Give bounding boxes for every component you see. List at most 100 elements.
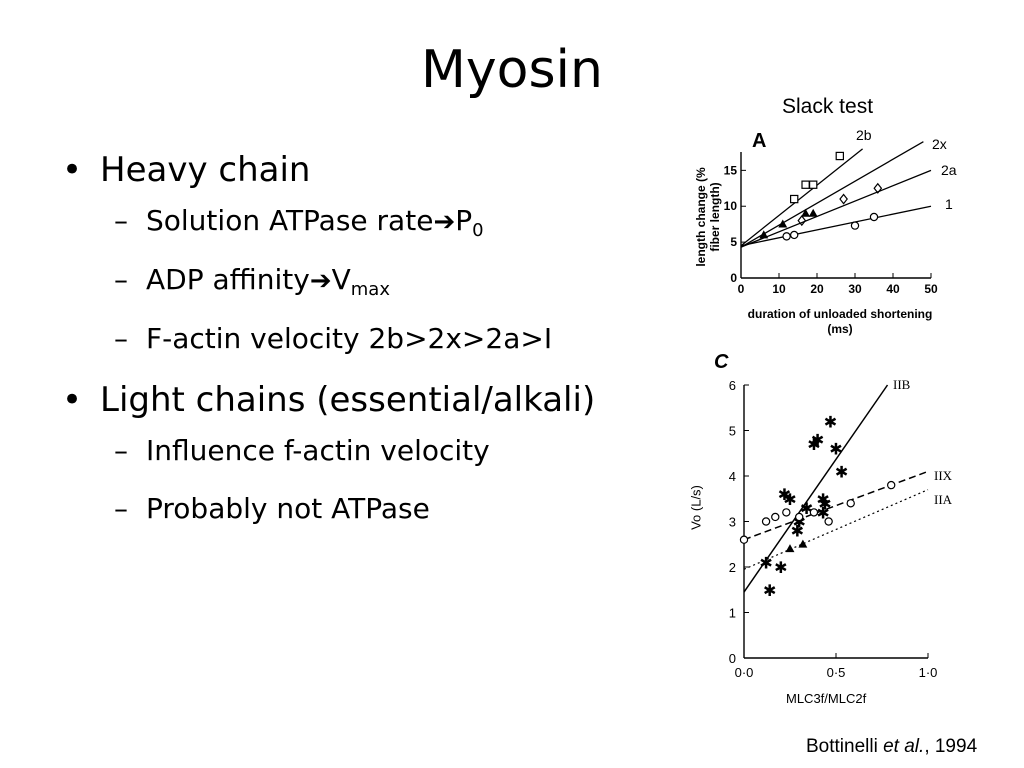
- y-tick-label: 10: [724, 199, 738, 213]
- series-label-2b: 2b: [856, 127, 872, 143]
- vo-mlc-chart: C IIB IIX IIA MLC3f/MLC2f Vo (L/s) 0·0 0·…: [676, 345, 976, 710]
- dash-icon: –: [114, 434, 128, 467]
- series-line-2b: [740, 148, 864, 247]
- data-point-1: [850, 221, 860, 230]
- chart-title: Slack test: [782, 95, 874, 118]
- sub-bullet-text: F-actin velocity 2b>2x>2a>I: [146, 322, 553, 355]
- bullet-light-chains: • Light chains (essential/alkali): [62, 378, 662, 422]
- data-point-iib: ✱: [774, 558, 787, 577]
- y-tick-label: 5: [730, 235, 737, 249]
- y-tick-label: 5: [729, 424, 736, 439]
- bullet-text: Heavy chain: [100, 150, 311, 190]
- sub-bullet-symbol: V: [331, 263, 351, 296]
- data-point-1: [789, 230, 799, 240]
- data-point-2b: [789, 194, 799, 204]
- data-point-1: [869, 212, 879, 222]
- data-point-iib: ✱: [816, 490, 829, 509]
- panel-label: C: [714, 351, 729, 373]
- sub-bullet-symbol: P: [455, 204, 473, 237]
- series-line-iia: [743, 489, 929, 570]
- data-point-iix: [761, 517, 771, 526]
- data-point-iib: ✱: [807, 435, 820, 454]
- slack-test-chart: Slack test A 2b 2x 2a 1 duration of unlo…: [676, 90, 966, 345]
- data-point-iia: [798, 539, 808, 548]
- y-tick-label: 3: [729, 515, 736, 530]
- x-tick-label: 1·0: [919, 665, 938, 680]
- x-tick-label: 0·0: [735, 665, 754, 680]
- citation-year: , 1994: [924, 736, 978, 757]
- series-label-iib: IIB: [893, 377, 911, 392]
- series-label-iia: IIA: [934, 492, 953, 507]
- citation-author: Bottinelli: [806, 736, 884, 757]
- dash-icon: –: [114, 492, 128, 525]
- dash-icon: –: [114, 204, 128, 237]
- data-point-2a: [808, 208, 818, 217]
- x-axis-label: MLC3f/MLC2f: [786, 691, 867, 706]
- sub-bullet-text: Influence f-actin velocity: [146, 434, 490, 467]
- x-tick-label: 20: [810, 282, 824, 296]
- data-point-iib: ✱: [778, 485, 791, 504]
- panel-label: A: [752, 130, 767, 152]
- slack-test-plot: 0 10 20 30 40 50 0 5 10 15: [724, 141, 938, 296]
- sub-bullet-text: ADP affinity: [146, 263, 310, 296]
- data-point-2a: [801, 208, 811, 217]
- sub-bullet-atpase: – Solution ATPase rate➔P0: [62, 202, 662, 241]
- sub-bullet-text: Probably not ATPase: [146, 492, 430, 525]
- x-tick-label: 50: [924, 282, 938, 296]
- data-point-iix: [809, 508, 819, 517]
- series-line-2x: [740, 141, 924, 248]
- x-tick-label: 0: [738, 282, 745, 296]
- dash-icon: –: [114, 322, 128, 355]
- data-point-iix: [824, 517, 833, 526]
- x-tick-label: 0·5: [827, 665, 846, 680]
- data-point-iib: ✱: [816, 503, 829, 522]
- data-point-2b: [801, 180, 810, 189]
- series-label-2a: 2a: [941, 162, 957, 178]
- series-line-1: [740, 205, 932, 247]
- data-point-iib: ✱: [824, 412, 837, 431]
- x-tick-label: 40: [886, 282, 900, 296]
- y-tick-label: 1: [729, 606, 736, 621]
- data-point-2a: [778, 219, 788, 228]
- slide-title: Myosin: [421, 40, 603, 100]
- y-tick-label: 2: [729, 560, 736, 575]
- data-point-iib: ✱: [759, 553, 772, 572]
- dash-icon: –: [114, 263, 128, 296]
- data-point-iib: ✱: [811, 431, 824, 450]
- data-point-2a: [759, 230, 769, 239]
- data-point-iib: ✱: [763, 581, 776, 600]
- citation-etal: et al.: [883, 736, 925, 757]
- bullet-heavy-chain: • Heavy chain: [62, 148, 662, 192]
- data-point-iix: [739, 535, 749, 544]
- data-point-iib: ✱: [829, 440, 842, 459]
- bullet-text: Light chains (essential/alkali): [100, 380, 596, 420]
- data-point-1: [782, 232, 791, 241]
- right-arrow-icon: ➔: [309, 266, 332, 296]
- sub-bullet-not-atpase: – Probably not ATPase: [62, 490, 662, 528]
- y-tick-label: 0: [730, 271, 737, 285]
- subscript: 0: [472, 220, 484, 241]
- data-point-2b: [809, 180, 818, 189]
- x-tick-label: 10: [772, 282, 786, 296]
- y-tick-label: 0: [729, 651, 736, 666]
- series-line-iib: [743, 384, 889, 593]
- data-point-iia: [785, 544, 795, 553]
- data-point-2x: [839, 193, 848, 205]
- bullet-dot-icon: •: [62, 150, 83, 190]
- sub-bullet-velocity: – F-actin velocity 2b>2x>2a>I: [62, 320, 662, 358]
- series-label-1: 1: [945, 196, 953, 212]
- data-point-iix: [782, 508, 791, 517]
- y-tick-label: 4: [729, 469, 736, 484]
- x-axis-label: duration of unloaded shortening (ms): [747, 307, 933, 336]
- data-point-iix: [886, 480, 896, 490]
- y-tick-label: 6: [729, 378, 736, 393]
- data-point-2b: [835, 151, 844, 161]
- data-point-iix: [771, 512, 780, 522]
- bullet-list: • Heavy chain – Solution ATPase rate➔P0 …: [62, 148, 662, 548]
- bullet-dot-icon: •: [62, 380, 83, 420]
- y-tick-label: 15: [724, 163, 738, 177]
- sub-bullet-adp: – ADP affinity➔Vmax: [62, 261, 662, 300]
- data-point-iib: ✱: [783, 490, 796, 509]
- data-point-iix: [846, 499, 855, 508]
